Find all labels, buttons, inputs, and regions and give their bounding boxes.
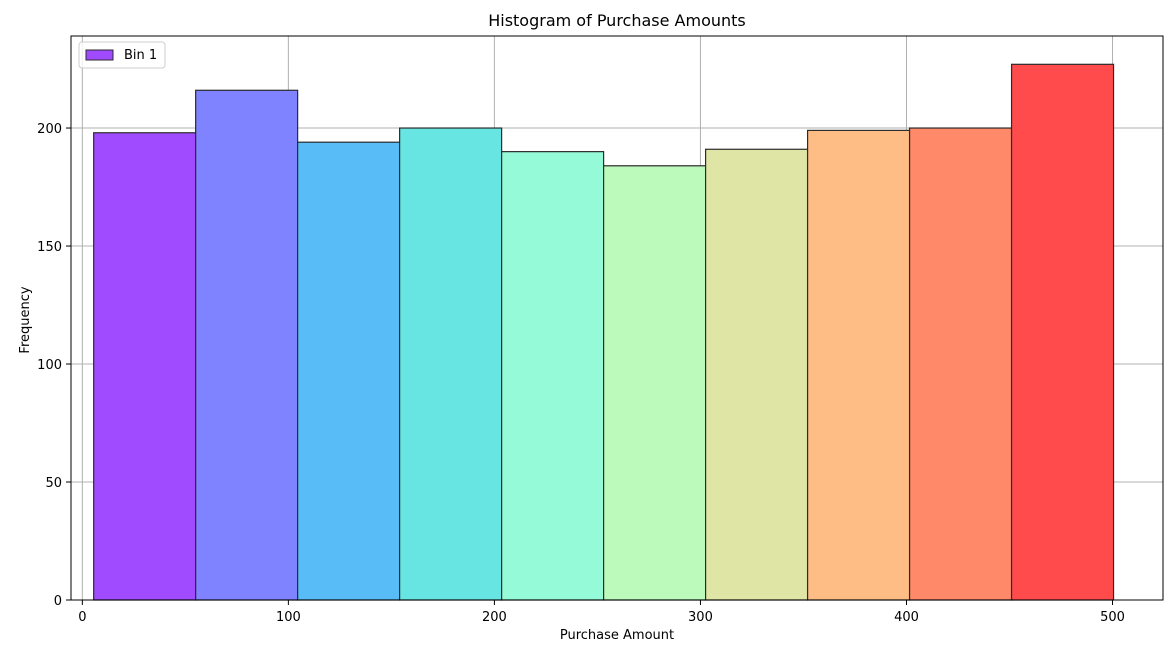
- histogram-bar: [399, 127, 503, 601]
- legend: Bin 1: [78, 41, 166, 69]
- x-tick-label: 100: [276, 610, 301, 625]
- axis-ticks: 0 100 200 300 400 500 0 50 100 150 200: [37, 122, 1125, 625]
- histogram-bar: [93, 132, 197, 601]
- y-tick-label: 100: [37, 358, 62, 373]
- histogram-bar: [704, 148, 809, 601]
- histogram-bars: [93, 63, 1115, 601]
- histogram-bar: [297, 141, 401, 601]
- plot-frame: [70, 35, 1164, 601]
- y-tick-label: 0: [54, 594, 62, 609]
- histogram-bar: [195, 89, 299, 601]
- x-tick-label: 500: [1100, 610, 1125, 625]
- histogram-bar: [908, 127, 1013, 601]
- histogram-bar: [806, 129, 911, 601]
- x-tick-label: 400: [894, 610, 919, 625]
- histogram-bar: [1010, 63, 1115, 601]
- histogram-bar: [501, 151, 605, 601]
- y-axis-label: Frequency: [18, 286, 33, 353]
- y-tick-label: 50: [45, 476, 62, 491]
- y-tick-label: 200: [37, 122, 62, 137]
- legend-swatch: [85, 49, 114, 61]
- x-tick-label: 0: [78, 610, 86, 625]
- x-axis-label: Purchase Amount: [560, 628, 674, 643]
- x-tick-label: 300: [688, 610, 713, 625]
- y-tick-label: 150: [37, 240, 62, 255]
- axes: [70, 35, 1164, 601]
- x-tick-label: 200: [482, 610, 507, 625]
- legend-box: [78, 41, 166, 69]
- legend-label: Bin 1: [124, 48, 157, 63]
- chart-title: Histogram of Purchase Amounts: [488, 11, 746, 30]
- histogram-bar: [603, 165, 707, 601]
